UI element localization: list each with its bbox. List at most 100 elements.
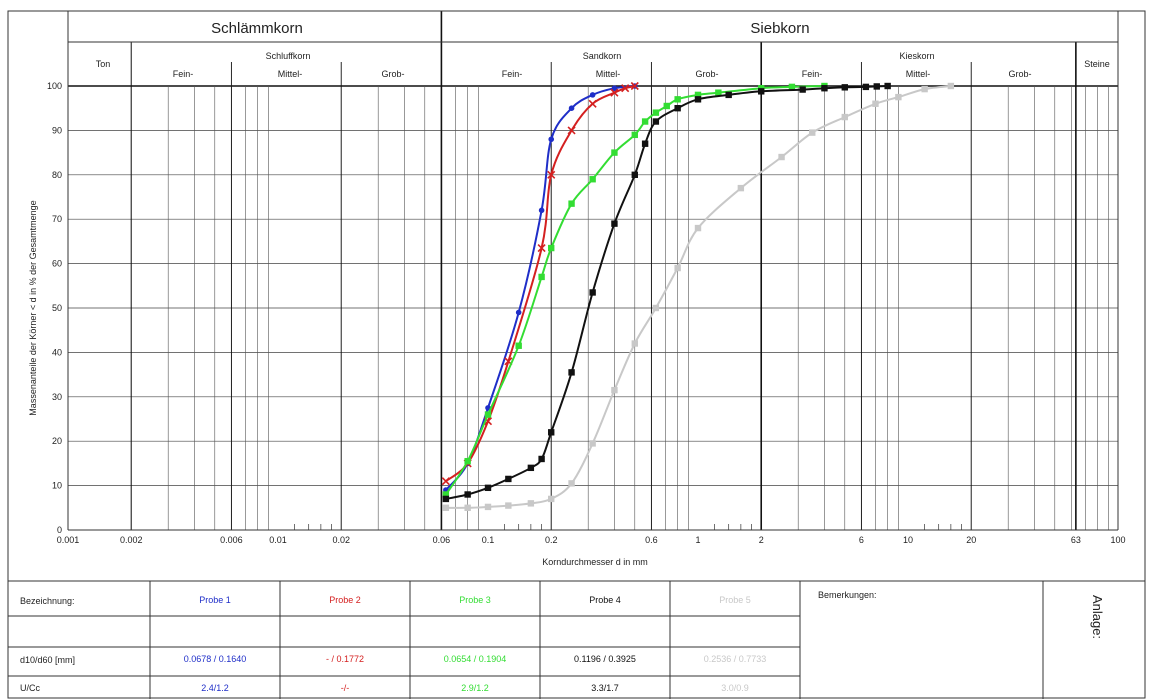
y-tick-label: 40	[52, 347, 62, 357]
header-schluffkorn: Schluffkorn	[266, 51, 311, 61]
data-point	[441, 477, 450, 486]
data-point	[442, 495, 450, 503]
data-point	[737, 184, 745, 192]
data-point	[611, 149, 618, 156]
data-point	[527, 464, 535, 472]
data-point	[674, 264, 681, 272]
table-ucc-value: -/-	[341, 683, 350, 693]
series-line	[445, 85, 952, 509]
table-probe-name: Probe 1	[199, 595, 231, 605]
series-line	[445, 85, 888, 500]
x-tick-label: 20	[966, 535, 976, 545]
frame-layer	[7, 10, 1146, 582]
data-point	[778, 153, 785, 161]
data-point	[442, 504, 450, 511]
data-point	[538, 273, 545, 281]
x-tick-label: 0.01	[269, 535, 287, 545]
data-point	[589, 289, 596, 296]
y-tick-label: 80	[52, 170, 62, 180]
header-ton: Ton	[96, 59, 111, 69]
data-point	[631, 340, 638, 347]
data-point	[588, 99, 597, 108]
data-point	[873, 83, 880, 90]
y-tick-label: 20	[52, 436, 62, 446]
series-4	[442, 82, 891, 503]
table-bemerkungen-label: Bemerkungen:	[818, 590, 877, 600]
data-point	[809, 129, 816, 136]
data-point	[568, 480, 575, 487]
data-point	[788, 83, 796, 91]
x-tick-label: 0.006	[220, 535, 243, 545]
table-bezeichnung-label: Bezeichnung:	[20, 596, 75, 606]
subheader-sand-mittel: Mittel-	[596, 69, 621, 79]
x-tick-label: 0.6	[645, 535, 658, 545]
y-tick-label: 10	[52, 481, 62, 491]
data-point	[921, 85, 928, 93]
x-tick-label: 63	[1071, 535, 1081, 545]
data-point	[821, 85, 828, 92]
data-point	[505, 475, 512, 483]
data-point	[589, 92, 596, 98]
data-point	[505, 502, 512, 509]
data-point	[484, 411, 492, 418]
data-point	[484, 503, 492, 511]
data-point	[538, 207, 545, 214]
data-point	[611, 220, 618, 227]
table-anlage-label: Anlage:	[1090, 595, 1105, 639]
data-point	[537, 243, 546, 253]
data-point	[799, 86, 806, 93]
table-d10d60-value: 0.0654 / 0.1904	[444, 654, 507, 664]
data-point	[947, 82, 955, 90]
data-point	[568, 369, 575, 376]
data-point	[548, 136, 555, 143]
data-point	[641, 118, 649, 125]
data-point	[725, 91, 732, 99]
data-point	[631, 171, 638, 178]
data-point	[610, 88, 619, 97]
data-point	[674, 96, 681, 103]
data-point	[548, 495, 555, 503]
x-tick-label: 0.1	[482, 535, 495, 545]
x-tick-label: 0.2	[545, 535, 558, 545]
data-point	[652, 118, 660, 125]
y-tick-label: 50	[52, 303, 62, 313]
data-point	[547, 170, 556, 179]
table-ucc-value: 3.0/0.9	[721, 683, 749, 693]
subheader-schluff-mittel: Mittel-	[278, 69, 303, 79]
data-point	[694, 224, 702, 232]
x-tick-label: 100	[1110, 535, 1125, 545]
table-ucc-label: U/Cc	[20, 683, 40, 693]
data-point	[631, 131, 638, 139]
series-line	[445, 85, 825, 496]
table-d10d60-value: 0.1196 / 0.3925	[574, 654, 636, 664]
table-ucc-value: 2.9/1.2	[461, 683, 489, 693]
x-tick-label: 10	[903, 535, 913, 545]
data-point	[589, 176, 596, 183]
subheader-kies-grob: Grob-	[1008, 69, 1031, 79]
results-table: Bezeichnung: d10/d60 [mm] U/Cc Bemerkung…	[7, 580, 1146, 699]
data-point	[872, 100, 879, 107]
subheader-kies-mittel: Mittel-	[906, 69, 931, 79]
x-tick-label: 0.06	[433, 535, 451, 545]
y-tick-label: 90	[52, 125, 62, 135]
data-point	[862, 83, 870, 91]
data-point	[841, 84, 848, 91]
data-point	[527, 500, 535, 507]
data-point	[621, 84, 630, 93]
data-point	[442, 491, 450, 498]
x-tick-label: 0.002	[120, 535, 143, 545]
data-point	[630, 81, 639, 91]
x-tick-label: 1	[695, 535, 700, 545]
subheader-schluff-fein: Fein-	[173, 69, 194, 79]
y-axis-label: Massenanteile der Körner < d in % der Ge…	[28, 200, 38, 415]
series-2	[441, 81, 639, 486]
grid-layer	[68, 11, 1118, 530]
subheader-schluff-grob: Grob-	[381, 69, 404, 79]
y-tick-label: 60	[52, 259, 62, 269]
y-tick-label: 0	[57, 525, 62, 535]
series-1	[443, 83, 638, 493]
header-siebkorn: Siebkorn	[750, 20, 809, 37]
header-steine: Steine	[1084, 59, 1110, 69]
data-point	[758, 88, 765, 95]
